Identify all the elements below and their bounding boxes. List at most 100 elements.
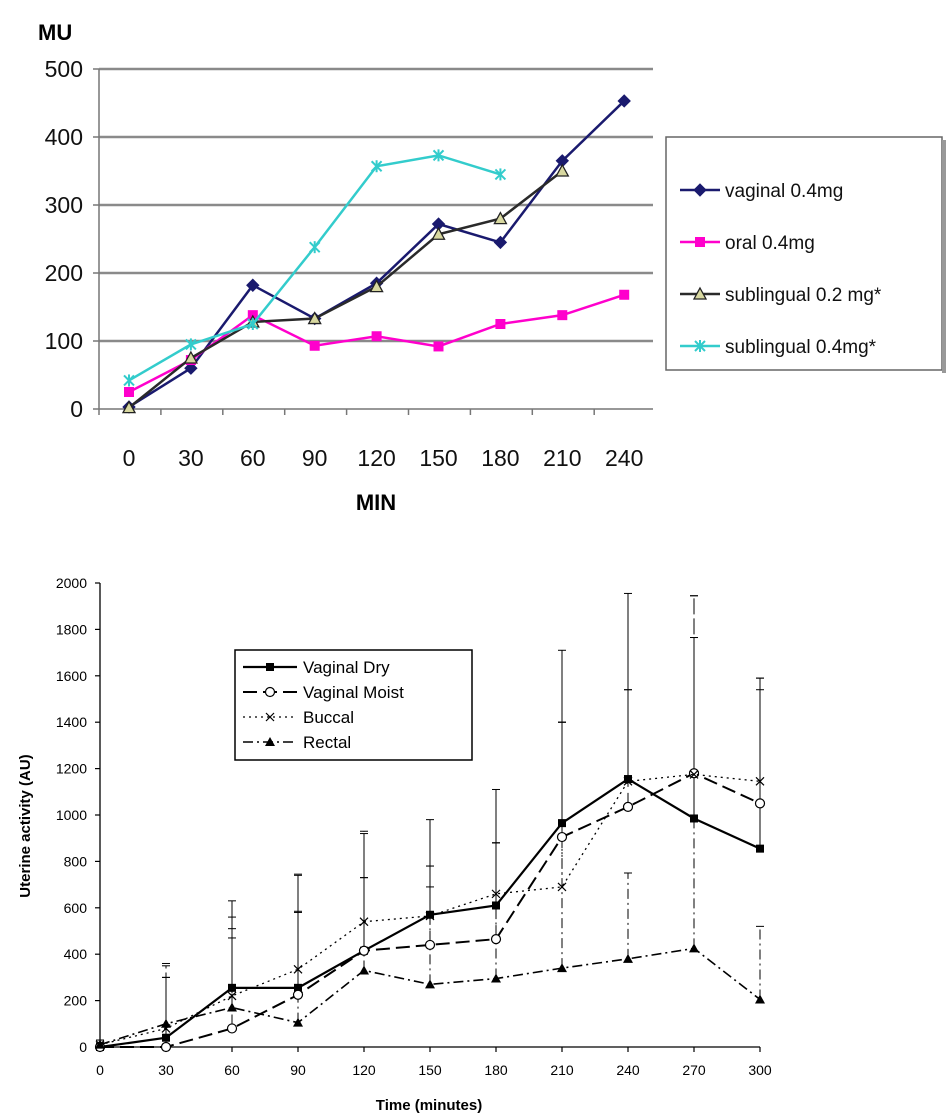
chart1-data-point — [121, 400, 137, 414]
chart2-x-tick-label: 0 — [96, 1062, 104, 1078]
marker-stroke — [227, 991, 237, 1001]
chart2-data-point — [756, 844, 764, 853]
chart1-legend-swatch-marker — [695, 237, 705, 247]
chart2-y-tick-label: 1400 — [56, 714, 87, 730]
chart1-series-line — [128, 170, 564, 409]
chart2-data-point — [491, 973, 501, 983]
chart1-x-tick-label: 0 — [123, 445, 136, 471]
chart2-x-tick-label: 210 — [550, 1062, 574, 1078]
chart2-series-0 — [96, 775, 764, 1051]
marker-stroke — [755, 776, 765, 786]
chart1-data-point — [494, 168, 507, 181]
chart2-data-point — [226, 1023, 238, 1034]
chart1-data-point — [124, 387, 134, 397]
chart1-x-tick-label: 90 — [302, 445, 328, 471]
chart1-y-tick-label: 500 — [45, 56, 83, 82]
chart1-data-point — [617, 94, 631, 108]
chart1-y-tick-label: 0 — [70, 396, 83, 422]
chart2-data-point — [688, 768, 700, 779]
chart2-data-point — [491, 889, 501, 899]
chart1-data-point — [371, 331, 382, 342]
chart2-y-axis-label: Uterine activity (AU) — [17, 754, 34, 897]
chart1-legend-swatch-marker — [694, 340, 706, 352]
chart2-data-point — [624, 775, 632, 784]
chart2-data-point — [359, 917, 369, 927]
chart2-x-tick-label: 180 — [484, 1062, 508, 1078]
marker-stroke — [689, 769, 699, 779]
chart2-data-point — [292, 989, 304, 1000]
chart2-y-tick-label: 2000 — [56, 575, 87, 591]
chart1-y-tick-label: 100 — [45, 328, 83, 354]
chart2-data-point — [425, 911, 435, 921]
chart2-data-point — [95, 1039, 105, 1049]
chart1-series-2 — [121, 163, 570, 414]
chart2-data-point — [622, 801, 634, 812]
chart1-data-point — [493, 235, 508, 250]
chart1-legend-box — [665, 136, 943, 371]
chart2-data-point — [623, 953, 633, 963]
chart1-x-tick-label: 60 — [240, 445, 266, 471]
chart1-series-line — [128, 293, 625, 394]
chart2-y-tick-label: 1600 — [56, 668, 87, 684]
chart1-y-axis-label: MU — [38, 20, 72, 45]
marker-stroke — [425, 911, 435, 921]
chart1-data-point — [308, 241, 321, 254]
chart2-data-point — [689, 769, 699, 779]
chart1-legend-label: oral 0.4mg — [725, 233, 815, 254]
marker-stroke — [557, 882, 567, 892]
chart2-data-point — [162, 1033, 170, 1042]
chart2-x-tick-label: 120 — [352, 1062, 376, 1078]
chart2-y-tick-label: 1200 — [56, 761, 87, 777]
chart2-series-1 — [94, 768, 766, 1053]
chart2-data-point — [490, 934, 502, 945]
chart2-x-tick-label: 270 — [682, 1062, 706, 1078]
chart1-data-point — [123, 374, 135, 387]
chart-bottom-uterine-activity: Uterine activity (AU) Time (minutes) 0 20… — [17, 575, 772, 1114]
chart1-series-0 — [122, 94, 631, 414]
chart2-series-3 — [95, 943, 765, 1049]
chart1-data-point — [369, 279, 384, 293]
chart2-data-point — [556, 831, 568, 843]
chart2-data-point — [754, 798, 766, 809]
chart1-data-point — [309, 340, 320, 351]
chart2-data-point — [160, 1041, 172, 1053]
chart1-x-tick-label: 120 — [357, 445, 395, 471]
chart1-x-tick-label: 210 — [543, 445, 581, 471]
chart-top-mu-vs-min: MU MIN 0 100 200 300 400 500 0 30 60 90 120 150 180 2… — [38, 20, 946, 515]
chart1-data-point — [619, 289, 630, 300]
chart2-legend-label: Vaginal Moist — [303, 683, 404, 702]
chart2-x-axis-label: Time (minutes) — [376, 1097, 482, 1114]
chart2-data-point — [557, 963, 567, 973]
chart2-data-point — [293, 964, 303, 974]
chart1-data-point — [184, 361, 198, 375]
chart2-data-point — [755, 994, 765, 1004]
chart1-legend-label: sublingual 0.2 mg* — [725, 285, 882, 306]
chart2-y-tick-label: 400 — [64, 946, 88, 962]
chart2-data-point — [690, 814, 698, 823]
chart1-data-point — [185, 338, 197, 351]
chart2-data-point — [426, 910, 434, 919]
chart2-legend-swatch-marker — [266, 663, 274, 671]
chart2-y-tick-label: 200 — [64, 993, 88, 1009]
chart2-legend-swatch-marker — [264, 686, 276, 698]
chart1-series-3 — [123, 149, 507, 387]
chart2-x-tick-label: 30 — [158, 1062, 174, 1078]
chart2-y-tick-label: 600 — [64, 900, 88, 916]
marker-stroke — [359, 917, 369, 927]
chart2-x-tick-label: 60 — [224, 1062, 240, 1078]
chart1-legend-swatch-marker — [693, 183, 707, 197]
chart1-data-point — [555, 163, 570, 177]
chart2-data-point — [425, 979, 435, 989]
chart1-x-tick-label: 240 — [605, 445, 643, 471]
chart2-data-point — [492, 901, 500, 910]
chart2-legend-label: Buccal — [303, 708, 354, 727]
chart2-x-tick-label: 300 — [748, 1062, 772, 1078]
chart1-y-tick-label: 200 — [45, 260, 83, 286]
marker-stroke — [491, 889, 501, 899]
chart2-legend-box — [234, 649, 473, 761]
chart2-legend-swatch-marker — [265, 737, 275, 746]
chart2-y-tick-label: 0 — [79, 1039, 87, 1055]
chart2-y-tick-label: 1800 — [56, 621, 87, 637]
chart1-y-tick-label: 400 — [45, 124, 83, 150]
chart1-data-point — [370, 160, 383, 173]
